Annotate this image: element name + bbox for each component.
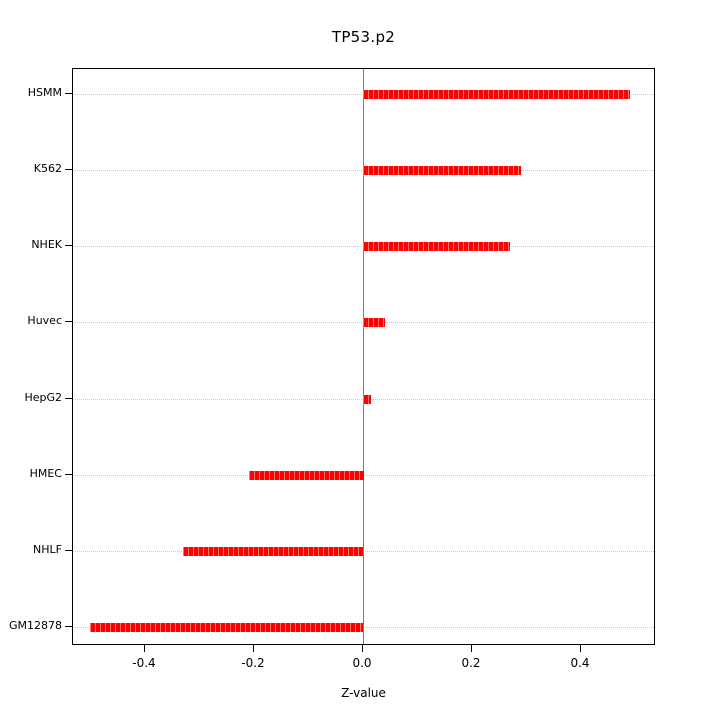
y-tick-mark	[65, 321, 72, 323]
y-tick-mark	[65, 245, 72, 247]
y-tick-mark	[65, 473, 72, 475]
x-tick-mark	[471, 645, 472, 652]
y-tick-mark	[65, 93, 72, 94]
bar-nhek	[363, 242, 510, 251]
bar-nhlf	[183, 547, 363, 556]
category-label-nhlf: NHLF	[33, 542, 62, 556]
bar-hmec	[249, 471, 364, 480]
x-tick-label: 0.4	[570, 656, 590, 670]
category-label-hsmm: HSMM	[27, 86, 62, 99]
x-tick-mark	[362, 645, 363, 652]
x-axis-label: Z-value	[341, 686, 386, 700]
bar-hsmm	[363, 90, 630, 99]
x-tick-label: -0.4	[132, 656, 156, 670]
chart-title: TP53.p2	[331, 28, 396, 46]
y-tick-mark	[65, 549, 72, 551]
bar-k562	[363, 166, 521, 175]
y-tick-mark	[65, 626, 72, 627]
x-tick-label: 0.0	[352, 656, 372, 670]
category-label-huvec: Huvec	[27, 314, 62, 328]
y-tick-mark	[65, 169, 72, 171]
x-tick-mark	[144, 645, 145, 652]
bar-gm12878	[90, 623, 363, 632]
category-label-k562: K562	[33, 162, 62, 176]
bar-huvec	[363, 318, 385, 327]
plot-area	[72, 68, 655, 645]
zero-reference-line	[363, 69, 364, 644]
x-tick-label: 0.2	[461, 656, 481, 670]
x-tick-label: -0.2	[241, 656, 265, 670]
x-tick-mark	[580, 645, 581, 652]
x-tick-mark	[253, 645, 254, 652]
category-label-nhek: NHEK	[31, 238, 62, 252]
category-label-hmec: HMEC	[29, 466, 62, 480]
category-label-gm12878: GM12878	[8, 619, 62, 632]
category-label-hepg2: HepG2	[24, 390, 62, 404]
bar-hepg2	[363, 395, 371, 404]
y-tick-mark	[65, 397, 72, 399]
